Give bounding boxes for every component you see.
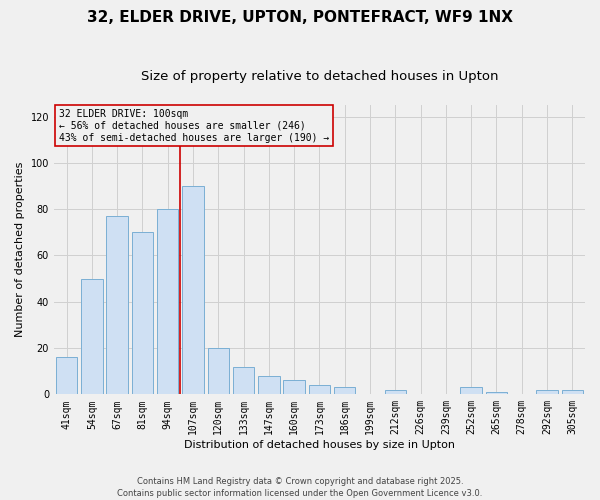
Y-axis label: Number of detached properties: Number of detached properties	[15, 162, 25, 338]
Bar	[56, 358, 77, 395]
Bar	[334, 388, 355, 394]
X-axis label: Distribution of detached houses by size in Upton: Distribution of detached houses by size …	[184, 440, 455, 450]
Bar	[233, 366, 254, 394]
Bar	[309, 385, 330, 394]
Bar	[157, 209, 178, 394]
Bar	[562, 390, 583, 394]
Text: 32, ELDER DRIVE, UPTON, PONTEFRACT, WF9 1NX: 32, ELDER DRIVE, UPTON, PONTEFRACT, WF9 …	[87, 10, 513, 25]
Bar	[283, 380, 305, 394]
Bar	[536, 390, 558, 394]
Bar	[182, 186, 204, 394]
Bar	[385, 390, 406, 394]
Text: Contains HM Land Registry data © Crown copyright and database right 2025.
Contai: Contains HM Land Registry data © Crown c…	[118, 476, 482, 498]
Text: 32 ELDER DRIVE: 100sqm
← 56% of detached houses are smaller (246)
43% of semi-de: 32 ELDER DRIVE: 100sqm ← 56% of detached…	[59, 110, 329, 142]
Bar	[131, 232, 153, 394]
Bar	[81, 278, 103, 394]
Bar	[486, 392, 507, 394]
Bar	[460, 388, 482, 394]
Bar	[106, 216, 128, 394]
Bar	[208, 348, 229, 395]
Bar	[258, 376, 280, 394]
Title: Size of property relative to detached houses in Upton: Size of property relative to detached ho…	[141, 70, 498, 83]
